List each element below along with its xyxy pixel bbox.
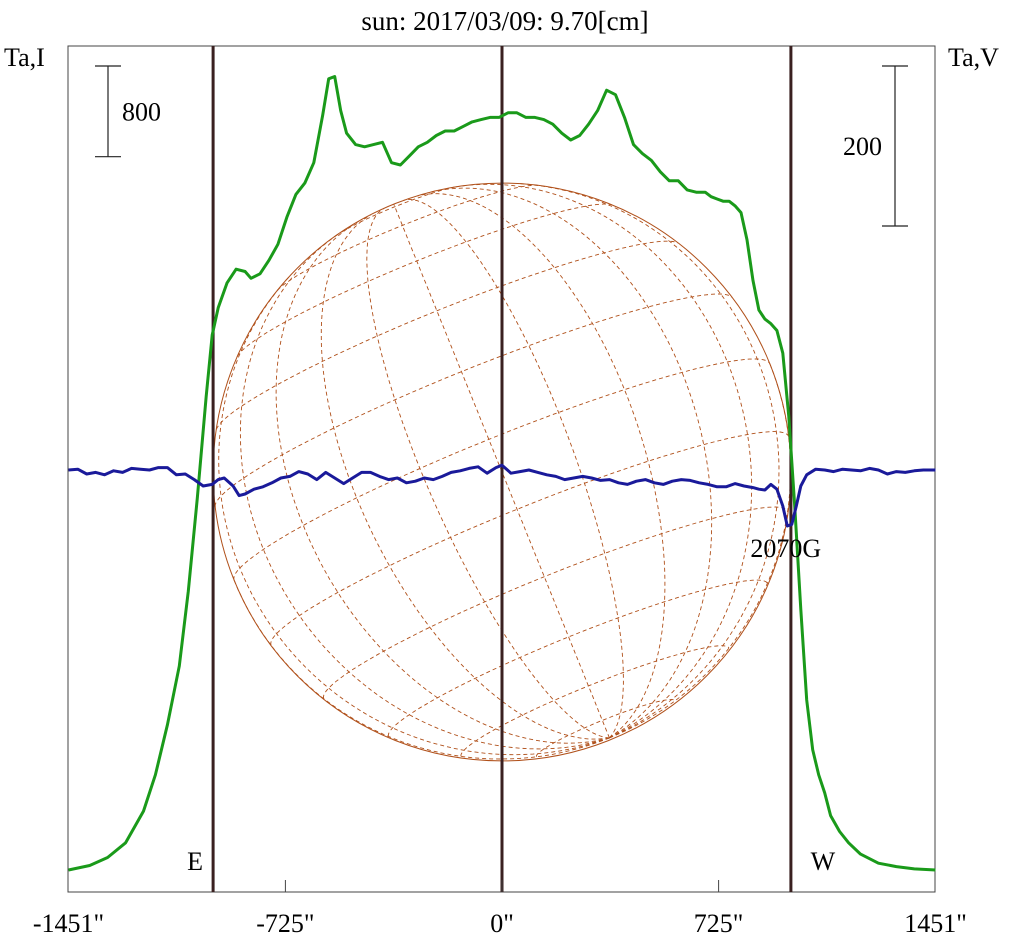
right-axis-label: Ta,V (948, 43, 999, 72)
parallel-line (460, 645, 730, 757)
chart-title: sun: 2017/03/09: 9.70[cm] (361, 6, 648, 36)
meridian-line (233, 580, 610, 760)
parallel-line (233, 358, 771, 581)
scale-bar-label: 200 (843, 132, 882, 161)
meridian-line (609, 363, 792, 739)
parallel-line (535, 699, 676, 757)
marker-label: W (811, 847, 836, 876)
left-axis-label: Ta,I (4, 43, 45, 72)
x-tick-label: 725" (694, 909, 744, 938)
scale-bars: 800 200 (95, 65, 908, 227)
parallel-line (323, 506, 789, 699)
parallel-line (335, 186, 458, 237)
meridian-line (403, 199, 624, 739)
annotations: 2070G (750, 534, 821, 563)
parallel-line (387, 579, 768, 737)
parallel-line (236, 203, 613, 357)
x-tick-label: -1451" (33, 909, 104, 938)
region-label: 2070G (750, 534, 821, 563)
parallel-line (270, 431, 789, 646)
x-tick-label: 0" (490, 909, 514, 938)
x-axis: -1451" -725" 0" 725" 1451" (33, 880, 967, 938)
parallel-line (215, 240, 678, 430)
meridian-line (239, 232, 610, 750)
data-series (68, 75, 936, 872)
meridian-line (417, 193, 666, 739)
marker-label: E (187, 847, 203, 876)
x-tick-label: 1451" (904, 909, 967, 938)
sun-disk (212, 182, 792, 762)
parallel-line (214, 293, 733, 507)
intensity-series-line (68, 75, 936, 872)
parallel-line (277, 184, 538, 291)
meridian-line (393, 204, 610, 739)
meridian-line (275, 219, 610, 744)
meridian-line (427, 187, 713, 739)
meridian-line (366, 207, 610, 739)
scale-bar-label: 800 (122, 97, 161, 126)
meridian-line (517, 183, 780, 739)
polarization-series-line (68, 463, 936, 528)
x-tick-label: -725" (256, 909, 314, 938)
meridian-line (320, 214, 610, 740)
meridian-line (218, 274, 610, 756)
